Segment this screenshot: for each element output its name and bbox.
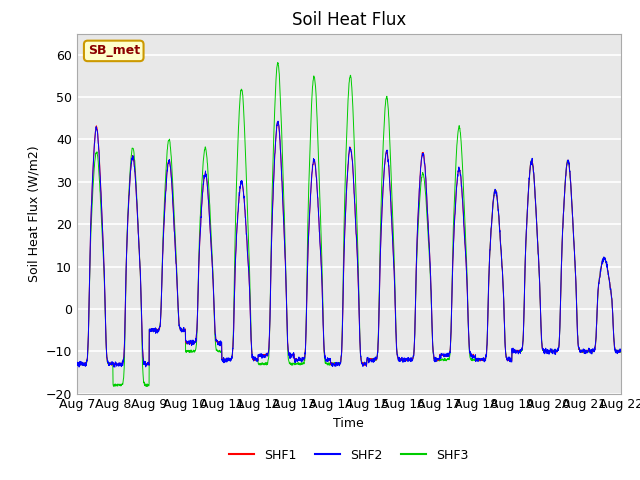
SHF2 [507,357,515,363]
Legend: SHF1, SHF2, SHF3: SHF1, SHF2, SHF3 [224,444,474,467]
SHF3 [365,358,372,364]
SHF1 [274,119,282,124]
SHF1 [365,358,372,364]
SHF3 [377,221,385,227]
SHF3 [110,384,118,389]
SHF1 [76,362,84,368]
Line: SHF1: SHF1 [77,121,621,365]
SHF3 [584,348,592,353]
SHF2 [617,348,625,354]
Text: SB_met: SB_met [88,44,140,58]
SHF2 [225,357,232,363]
Y-axis label: Soil Heat Flux (W/m2): Soil Heat Flux (W/m2) [27,145,40,282]
Title: Soil Heat Flux: Soil Heat Flux [292,11,406,29]
SHF1 [73,360,81,366]
SHF1 [584,347,592,353]
SHF2 [111,364,118,370]
SHF3 [507,356,515,361]
SHF2 [377,246,385,252]
SHF2 [584,348,592,354]
SHF2 [569,221,577,227]
Line: SHF2: SHF2 [77,121,621,367]
SHF3 [617,348,625,354]
SHF2 [73,360,81,365]
SHF3 [569,222,577,228]
SHF3 [274,60,282,66]
X-axis label: Time: Time [333,417,364,430]
SHF1 [507,356,515,361]
SHF1 [617,348,625,354]
SHF3 [73,360,81,366]
SHF2 [365,360,372,366]
SHF3 [225,357,232,363]
SHF1 [225,358,232,363]
SHF1 [377,244,385,250]
Line: SHF3: SHF3 [77,63,621,386]
SHF1 [569,220,577,226]
SHF2 [274,118,282,124]
